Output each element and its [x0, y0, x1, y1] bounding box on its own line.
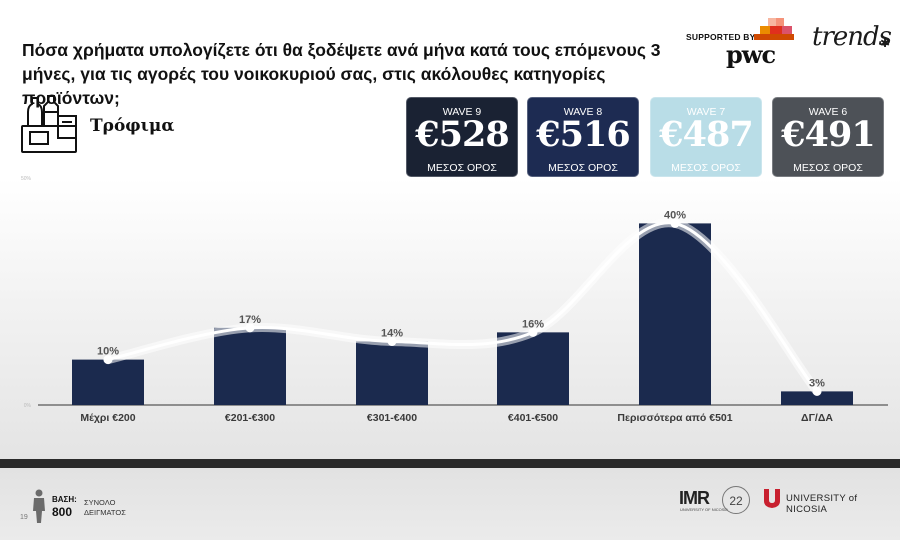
- x-tick-label: ΔΓ/ΔΑ: [801, 412, 833, 424]
- anniversary-badge: 22: [722, 486, 750, 514]
- trends-logo-mark: ✱: [880, 36, 891, 50]
- data-point: [528, 327, 538, 337]
- trend-line: [106, 221, 819, 393]
- chart-background: [0, 178, 900, 460]
- data-label: 16%: [522, 318, 544, 330]
- wave-subtitle: ΜΕΣΟΣ ΟΡΟΣ: [793, 162, 863, 174]
- x-tick-label: Περισσότερα από €501: [617, 412, 732, 424]
- trends-logo: trends: [812, 22, 892, 52]
- page-number: 19: [20, 514, 28, 521]
- wave-title: WAVE 8: [563, 106, 603, 118]
- wave-subtitle: ΜΕΣΟΣ ΟΡΟΣ: [548, 162, 618, 174]
- wave-card: WAVE 8 €516 ΜΕΣΟΣ ΟΡΟΣ: [527, 97, 639, 177]
- bar: [72, 359, 144, 405]
- university-logo-text: UNIVERSITY of NICOSIA: [786, 493, 858, 515]
- bar: [639, 223, 711, 405]
- x-tick-label: €201-€300: [225, 412, 275, 424]
- wave-mean-value: €491: [781, 114, 875, 155]
- data-point: [245, 323, 255, 333]
- person-icon: [33, 489, 45, 523]
- wave-mean-value: €528: [415, 114, 509, 155]
- wave-title: WAVE 7: [686, 106, 726, 118]
- wave-title: WAVE 9: [442, 106, 482, 118]
- wave-mean-value: €516: [536, 114, 630, 155]
- data-point: [103, 355, 113, 365]
- x-tick-label: Μέχρι €200: [80, 412, 135, 424]
- footer-background: [0, 468, 900, 540]
- wave-subtitle: ΜΕΣΟΣ ΟΡΟΣ: [671, 162, 741, 174]
- wave-card: WAVE 9 €528 ΜΕΣΟΣ ΟΡΟΣ: [406, 97, 518, 177]
- bar: [781, 391, 853, 405]
- sample-label: ΣΥΝΟΛΟ ΔΕΙΓΜΑΤΟΣ: [84, 498, 144, 518]
- bar: [356, 341, 428, 405]
- pwc-logo-mark: [754, 18, 794, 40]
- y-tick-label: 50%: [21, 176, 32, 182]
- data-label: 17%: [239, 314, 261, 326]
- pwc-logo-text: pwc: [726, 40, 776, 69]
- data-point: [387, 336, 397, 346]
- data-label: 40%: [664, 209, 686, 221]
- wave-subtitle: ΜΕΣΟΣ ΟΡΟΣ: [427, 162, 497, 174]
- y-tick-label: 0%: [24, 403, 32, 409]
- wave-title: WAVE 6: [808, 106, 848, 118]
- data-label: 10%: [97, 346, 119, 358]
- university-logo-icon: [764, 489, 780, 508]
- base-label: ΒΑΣΗ:: [52, 495, 77, 504]
- x-tick-label: €301-€400: [367, 412, 417, 424]
- wave-card: WAVE 6 €491 ΜΕΣΟΣ ΟΡΟΣ: [772, 97, 884, 177]
- x-tick-label: €401-€500: [508, 412, 558, 424]
- data-label: 14%: [381, 327, 403, 339]
- supported-by-label: SUPPORTED BY: [686, 32, 756, 42]
- footer-divider: [0, 459, 900, 468]
- wave-mean-value: €487: [659, 114, 753, 155]
- wave-card: WAVE 7 €487 ΜΕΣΟΣ ΟΡΟΣ: [650, 97, 762, 177]
- groceries-icon: [21, 95, 77, 153]
- data-point: [812, 386, 822, 396]
- bar: [214, 327, 286, 405]
- imr-logo-subtitle: UNIVERSITY OF NICOSIA: [680, 507, 729, 512]
- data-point: [670, 218, 680, 228]
- sample-label-line: ΣΥΝΟΛΟ: [84, 498, 116, 507]
- imr-logo: IMR: [679, 488, 710, 508]
- category-label: Τρόφιμα: [90, 116, 175, 136]
- base-value: 800: [52, 505, 73, 519]
- data-label: 3%: [809, 377, 825, 389]
- sample-label-line: ΔΕΙΓΜΑΤΟΣ: [84, 508, 126, 517]
